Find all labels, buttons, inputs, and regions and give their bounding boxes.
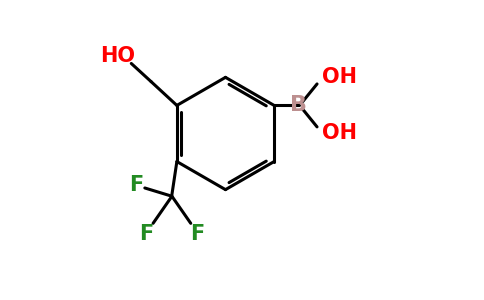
Text: OH: OH xyxy=(322,67,357,87)
Text: F: F xyxy=(129,175,144,195)
Text: F: F xyxy=(190,224,204,244)
Text: F: F xyxy=(139,224,153,244)
Text: OH: OH xyxy=(322,124,357,143)
Text: B: B xyxy=(290,95,307,116)
Text: HO: HO xyxy=(101,46,136,66)
